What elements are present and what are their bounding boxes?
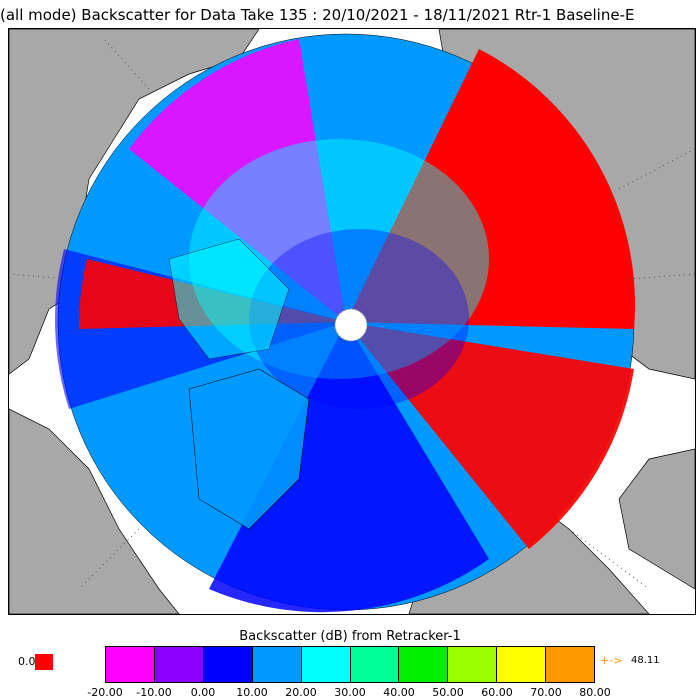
sector-magenta-northwest (129, 39, 346, 322)
colorbar-segment (546, 647, 595, 682)
sector-red-southeast (346, 322, 634, 549)
under-range-label: 0.0 (18, 655, 36, 668)
colorbar-segment (448, 647, 498, 682)
over-range-arrow: +-> (600, 654, 623, 667)
colorbar-segment (154, 647, 204, 682)
colorbar-tick-label: 20.00 (285, 686, 317, 699)
map-canvas (9, 29, 695, 614)
sector-blue-south (209, 322, 489, 613)
colorbar-tick-label: 70.00 (530, 686, 562, 699)
colorbar-segment (350, 647, 400, 682)
over-range-value: 48.11 (631, 655, 660, 666)
land-east-asia (618, 448, 695, 590)
land-greenland-europe (9, 408, 180, 614)
under-range-swatch (35, 654, 53, 670)
colorbar-segment (301, 647, 351, 682)
plot-title: (all mode) Backscatter for Data Take 135… (0, 6, 635, 24)
colorbar-tick-label: -20.00 (87, 686, 123, 699)
colorbar-tick-label: 50.00 (432, 686, 464, 699)
colorbar-tick-label: 10.00 (236, 686, 268, 699)
sector-red-east (346, 49, 636, 329)
colorbar-tick-label: 30.00 (334, 686, 366, 699)
colorbar (105, 646, 595, 683)
colorbar-tick-label: 80.00 (579, 686, 611, 699)
colorbar-tick-label: -10.00 (136, 686, 172, 699)
greenland-ice (188, 368, 310, 530)
canadian-archipelago (168, 238, 290, 360)
colorbar-tick-label: 40.00 (383, 686, 415, 699)
colorbar-ticks: -20.00 -10.00 0.00 10.00 20.00 30.00 40.00 50.0… (0, 686, 700, 700)
colorbar-segment (252, 647, 302, 682)
colorbar-tick-label: 0.00 (190, 686, 216, 699)
polar-backscatter-map (8, 28, 696, 615)
colorbar-tick-label: 60.00 (481, 686, 513, 699)
pole-hole (334, 308, 368, 342)
colorbar-segment (497, 647, 547, 682)
colorbar-segment (106, 647, 155, 682)
colorbar-title: Backscatter (dB) from Retracker-1 (239, 629, 461, 644)
colorbar-segment (203, 647, 253, 682)
graticule-lines (9, 38, 695, 590)
colorbar-segment (399, 647, 449, 682)
